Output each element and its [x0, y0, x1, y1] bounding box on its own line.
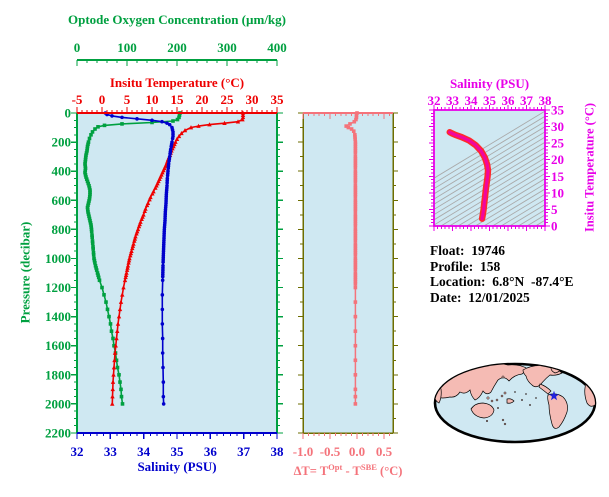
- svg-text:37: 37: [237, 444, 251, 459]
- svg-text:-5: -5: [72, 92, 83, 107]
- svg-text:2000: 2000: [45, 396, 71, 411]
- svg-text:20: 20: [196, 92, 209, 107]
- svg-text:15: 15: [551, 169, 565, 184]
- svg-text:34: 34: [465, 93, 479, 108]
- delta-t-plot: -1.0 -0.5 0.0 0.5: [293, 111, 398, 459]
- svg-text:0.5: 0.5: [376, 444, 393, 459]
- svg-text:35: 35: [171, 444, 185, 459]
- svg-text:1400: 1400: [45, 309, 71, 324]
- temperature-axis-title: Insitu Temperature (°C): [109, 75, 245, 90]
- ts-temperature-axis-title: Insitu Temperature (°C): [582, 102, 597, 233]
- svg-text:30: 30: [246, 92, 259, 107]
- svg-text:5: 5: [551, 202, 558, 217]
- svg-text:33: 33: [104, 444, 118, 459]
- profile-line: Profile: 158: [430, 258, 501, 274]
- svg-text:25: 25: [221, 92, 235, 107]
- svg-text:15: 15: [171, 92, 185, 107]
- svg-text:-0.5: -0.5: [320, 444, 341, 459]
- svg-text:0: 0: [551, 219, 558, 234]
- svg-text:25: 25: [551, 136, 565, 151]
- svg-text:36: 36: [502, 93, 516, 108]
- float-info-block: Float: 19746 Profile: 158 Location: 6.8°…: [430, 243, 574, 305]
- svg-text:36: 36: [204, 444, 218, 459]
- svg-text:38: 38: [271, 444, 285, 459]
- float-id-line: Float: 19746: [430, 243, 505, 258]
- delta-t-axis-title: ΔT= TOpt - TSBE (°C): [293, 462, 403, 479]
- svg-text:0: 0: [65, 106, 72, 121]
- svg-text:1600: 1600: [45, 338, 71, 353]
- svg-text:1800: 1800: [45, 367, 71, 382]
- svg-text:33: 33: [446, 93, 460, 108]
- svg-text:400: 400: [52, 164, 72, 179]
- svg-text:0: 0: [74, 40, 81, 55]
- svg-text:32: 32: [428, 93, 441, 108]
- location-line: Location: 6.8°N -87.4°E: [430, 274, 574, 289]
- svg-text:2200: 2200: [45, 426, 71, 441]
- svg-text:10: 10: [146, 92, 159, 107]
- svg-text:38: 38: [539, 93, 553, 108]
- svg-text:200: 200: [52, 135, 72, 150]
- svg-text:0.0: 0.0: [349, 444, 365, 459]
- svg-text:300: 300: [217, 40, 237, 55]
- svg-text:35: 35: [551, 103, 565, 118]
- svg-text:20: 20: [551, 152, 564, 167]
- svg-text:32: 32: [71, 444, 84, 459]
- svg-text:37: 37: [520, 93, 534, 108]
- pressure-axis-title: Pressure (decibar): [17, 221, 33, 324]
- salinity-axis-title: Salinity (PSU): [137, 459, 217, 474]
- location-star-icon: [549, 390, 559, 401]
- main-profile-plot: 0200400600800100012001400160018002000220…: [45, 40, 287, 459]
- date-line: Date: 12/01/2025: [430, 289, 530, 305]
- svg-text:-1.0: -1.0: [293, 444, 314, 459]
- svg-text:5: 5: [124, 92, 131, 107]
- svg-text:100: 100: [117, 40, 137, 55]
- svg-text:0: 0: [99, 92, 106, 107]
- ts-salinity-axis-title: Salinity (PSU): [449, 76, 530, 91]
- svg-text:30: 30: [551, 119, 564, 134]
- svg-text:10: 10: [551, 185, 564, 200]
- world-map: [433, 362, 597, 444]
- svg-text:600: 600: [52, 193, 72, 208]
- svg-text:800: 800: [52, 222, 72, 237]
- svg-text:35: 35: [483, 93, 497, 108]
- svg-text:35: 35: [271, 92, 285, 107]
- svg-text:34: 34: [137, 444, 151, 459]
- svg-text:200: 200: [167, 40, 187, 55]
- svg-text:1000: 1000: [45, 251, 71, 266]
- svg-text:400: 400: [267, 40, 287, 55]
- svg-text:1200: 1200: [45, 280, 71, 295]
- oxygen-axis-title: Optode Oxygen Concentration (µm/kg): [67, 12, 286, 27]
